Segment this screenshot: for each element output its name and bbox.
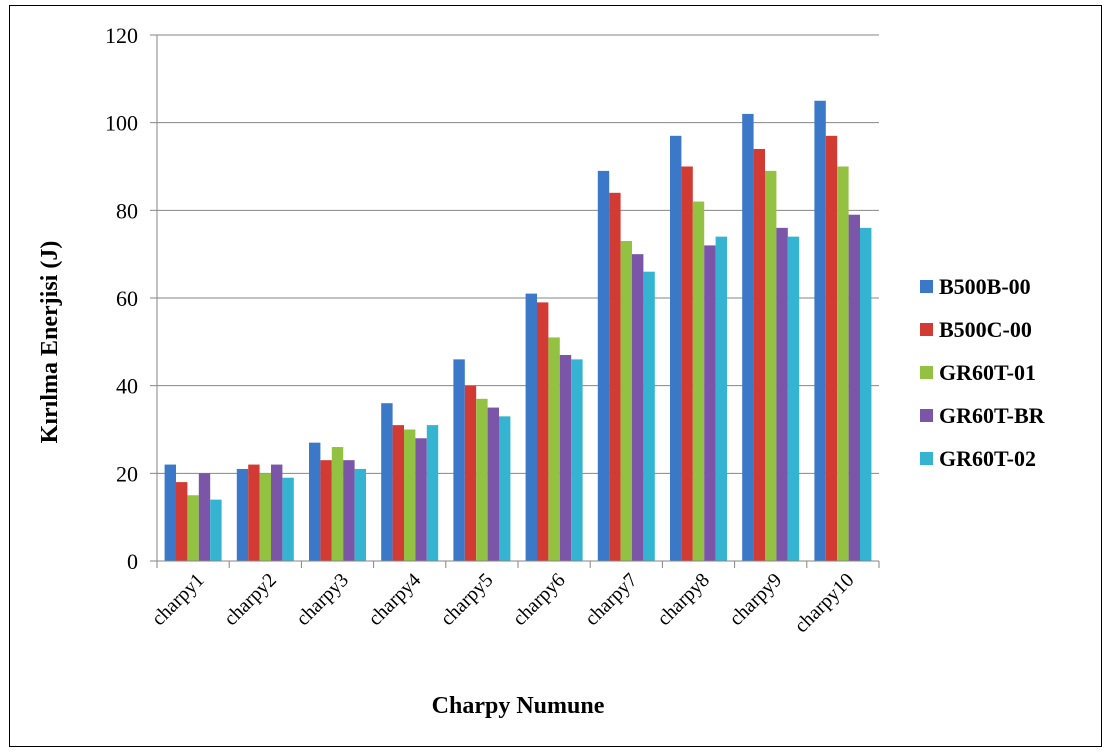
y-tick-label: 20 [116, 461, 138, 486]
bar-gr60t-br-charpy7 [632, 254, 643, 561]
legend-label-gr60t-br: GR60T-BR [939, 403, 1046, 428]
bar-gr60t-02-charpy4 [427, 425, 438, 561]
bar-b500c-00-charpy4 [393, 425, 404, 561]
x-tick-label: charpy1 [148, 569, 209, 630]
legend-swatch-gr60t-br [920, 409, 933, 422]
y-axis-title: Kırılma Enerjisi (J) [37, 241, 63, 444]
legend: B500B-00 B500C-00 GR60T-01 GR60T-BR GR60T-02 [920, 274, 1046, 471]
bar-gr60t-br-charpy3 [343, 460, 354, 561]
bar-b500b-00-charpy8 [670, 136, 681, 561]
bar-b500b-00-charpy3 [309, 443, 320, 561]
legend-label-gr60t-01: GR60T-01 [939, 360, 1036, 385]
y-tick-label: 120 [105, 23, 138, 48]
bar-gr60t-01-charpy3 [332, 447, 343, 561]
bar-gr60t-01-charpy4 [404, 430, 415, 562]
legend-label-gr60t-02: GR60T-02 [939, 446, 1036, 471]
x-axis-title: Charpy Numune [432, 693, 605, 719]
bar-b500b-00-charpy5 [453, 359, 464, 561]
legend-label-b500b-00: B500B-00 [939, 274, 1031, 299]
bar-gr60t-02-charpy8 [716, 237, 727, 561]
bar-gr60t-01-charpy9 [765, 171, 776, 561]
bar-b500b-00-charpy6 [526, 294, 537, 561]
bar-b500b-00-charpy1 [165, 465, 176, 561]
x-tick-label: charpy3 [292, 569, 353, 630]
bar-gr60t-01-charpy2 [260, 473, 271, 561]
bar-b500c-00-charpy5 [465, 386, 476, 561]
bar-b500c-00-charpy8 [681, 167, 692, 562]
y-tick-label: 0 [127, 549, 138, 574]
bar-gr60t-02-charpy2 [282, 478, 293, 561]
y-tick-label: 80 [116, 198, 138, 223]
y-tick-label: 40 [116, 374, 138, 399]
bar-gr60t-br-charpy6 [560, 355, 571, 561]
bar-gr60t-br-charpy9 [776, 228, 787, 561]
legend-swatch-b500b-00 [920, 280, 933, 293]
bar-b500b-00-charpy9 [742, 114, 753, 561]
bar-gr60t-01-charpy10 [837, 167, 848, 562]
y-tick-label: 100 [105, 111, 138, 136]
x-tick-label: charpy8 [653, 569, 714, 630]
bar-gr60t-br-charpy2 [271, 465, 282, 561]
bar-gr60t-br-charpy8 [704, 245, 715, 561]
bar-gr60t-02-charpy5 [499, 416, 510, 561]
bar-gr60t-br-charpy4 [415, 438, 426, 561]
bar-gr60t-01-charpy7 [621, 241, 632, 561]
bar-gr60t-br-charpy1 [199, 473, 210, 561]
bar-b500c-00-charpy10 [826, 136, 837, 561]
x-tick-label: charpy5 [436, 569, 497, 630]
bar-gr60t-02-charpy7 [643, 272, 654, 561]
y-tick-labels: 0 20 40 60 80 100 120 [105, 23, 138, 574]
bar-b500c-00-charpy1 [176, 482, 187, 561]
bar-gr60t-01-charpy5 [476, 399, 487, 561]
bar-gr60t-br-charpy5 [488, 408, 499, 561]
bar-b500b-00-charpy2 [237, 469, 248, 561]
bar-b500c-00-charpy2 [248, 465, 259, 561]
bar-b500c-00-charpy3 [320, 460, 331, 561]
bar-gr60t-01-charpy6 [548, 337, 559, 561]
bar-b500b-00-charpy4 [381, 403, 392, 561]
bar-b500c-00-charpy6 [537, 302, 548, 561]
bar-b500c-00-charpy9 [754, 149, 765, 561]
bar-b500c-00-charpy7 [609, 193, 620, 561]
x-tick-label: charpy6 [509, 569, 570, 630]
x-tick-label: charpy9 [725, 569, 786, 630]
legend-swatch-b500c-00 [920, 323, 933, 336]
y-tick-label: 60 [116, 286, 138, 311]
x-tick-label: charpy2 [220, 569, 281, 630]
bars [165, 101, 872, 561]
x-tick-label: charpy10 [790, 569, 858, 637]
bar-b500b-00-charpy10 [814, 101, 825, 561]
bar-gr60t-02-charpy1 [210, 500, 221, 561]
x-tick-labels: charpy1 charpy2 charpy3 charpy4 charpy5 charp… [148, 569, 859, 637]
bar-gr60t-02-charpy9 [788, 237, 799, 561]
bar-gr60t-01-charpy1 [187, 495, 198, 561]
bar-gr60t-br-charpy10 [849, 215, 860, 561]
bar-gr60t-01-charpy8 [693, 202, 704, 561]
x-tick-label: charpy7 [581, 569, 642, 630]
legend-swatch-gr60t-01 [920, 366, 933, 379]
bar-gr60t-02-charpy10 [860, 228, 871, 561]
bar-gr60t-02-charpy6 [571, 359, 582, 561]
bar-gr60t-02-charpy3 [355, 469, 366, 561]
bar-b500b-00-charpy7 [598, 171, 609, 561]
x-tick-label: charpy4 [364, 569, 425, 630]
legend-label-b500c-00: B500C-00 [939, 317, 1032, 342]
legend-swatch-gr60t-02 [920, 452, 933, 465]
